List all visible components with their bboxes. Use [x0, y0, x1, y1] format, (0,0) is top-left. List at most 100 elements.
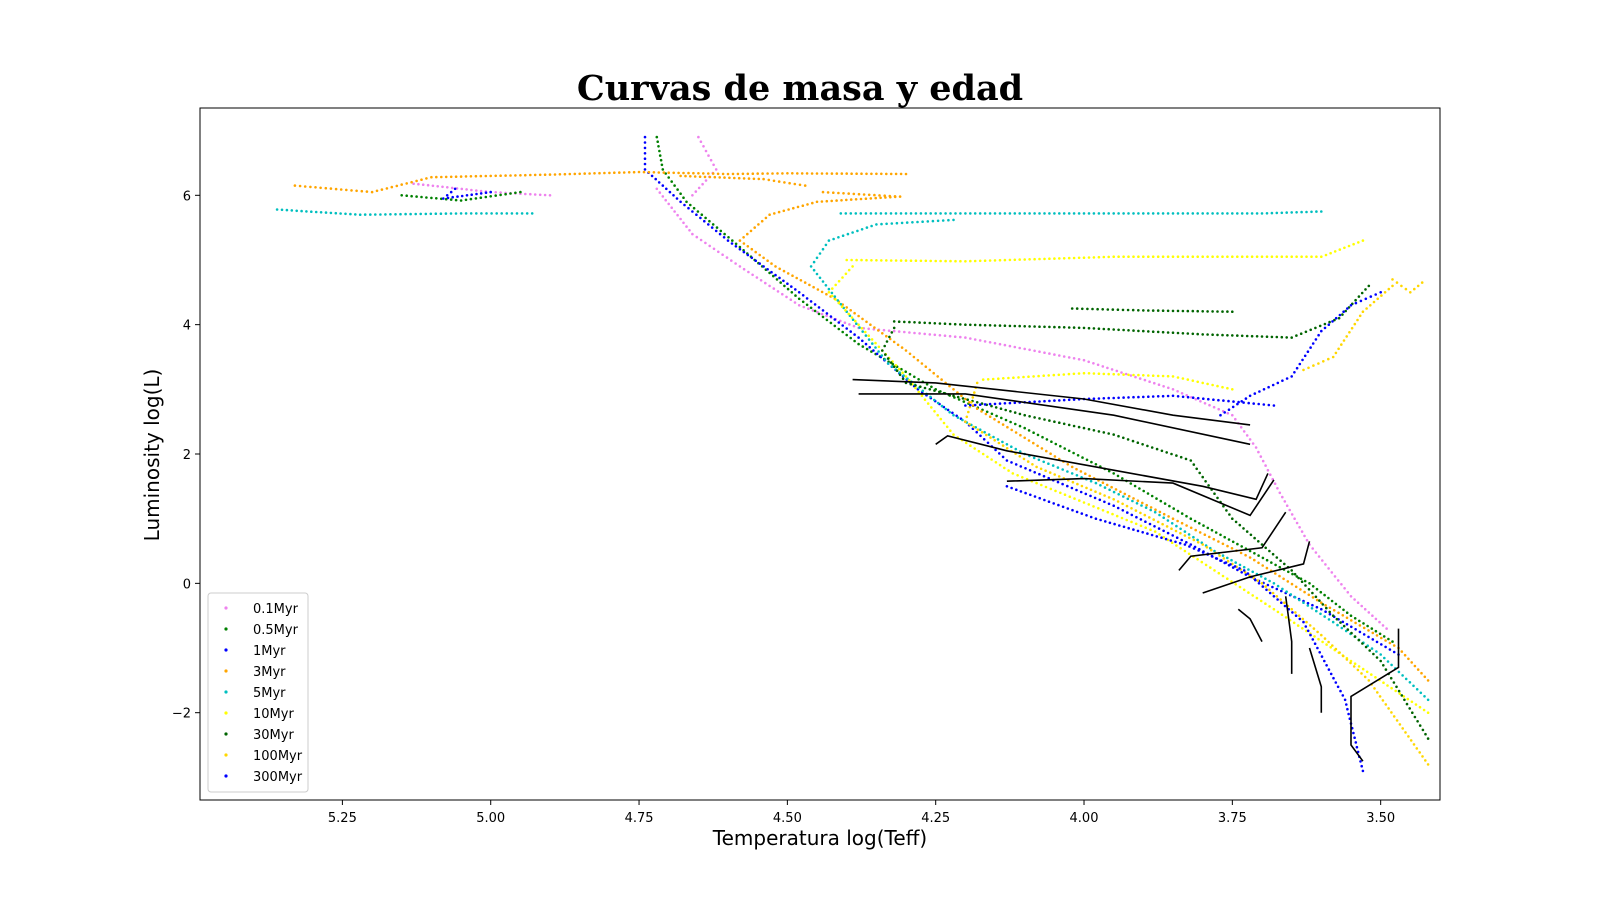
data-point: [1285, 255, 1288, 258]
data-point: [1087, 212, 1091, 215]
data-point: [968, 401, 971, 404]
data-point: [976, 428, 980, 432]
data-point: [1038, 417, 1041, 420]
data-point: [952, 433, 955, 436]
data-point: [1231, 212, 1234, 215]
data-point: [1345, 703, 1348, 706]
data-point: [985, 433, 988, 437]
data-point: [1112, 433, 1115, 436]
data-point: [746, 172, 750, 176]
data-point: [1324, 563, 1327, 566]
data-point: [788, 181, 791, 185]
data-point: [1137, 395, 1140, 399]
data-point: [864, 330, 867, 334]
data-point: [1329, 646, 1332, 649]
data-point: [365, 190, 369, 193]
data-point: [1006, 425, 1009, 429]
data-point: [1170, 452, 1173, 456]
data-point: [917, 378, 920, 381]
data-point: [1072, 424, 1076, 428]
data-point: [1023, 212, 1026, 215]
data-point: [1112, 372, 1115, 376]
data-point: [1080, 512, 1084, 515]
data-point: [1005, 485, 1009, 488]
data-point: [697, 186, 701, 190]
data-point: [1296, 624, 1300, 627]
data-point: [768, 213, 771, 216]
data-point: [1342, 339, 1346, 342]
data-point: [1018, 424, 1022, 428]
data-point: [1026, 460, 1030, 463]
data-point: [1290, 569, 1293, 572]
data-point: [1058, 212, 1061, 215]
data-point: [1376, 297, 1379, 301]
data-point: [752, 177, 756, 181]
data-point: [1265, 566, 1269, 570]
data-point: [1264, 546, 1267, 550]
data-point: [1348, 331, 1351, 334]
data-point: [1058, 354, 1061, 357]
data-point: [1234, 520, 1238, 524]
data-point: [1028, 348, 1031, 352]
data-point: [1240, 212, 1244, 215]
data-point: [1037, 374, 1040, 378]
data-point: [1014, 431, 1018, 434]
data-point: [1333, 575, 1337, 578]
data-point: [1342, 624, 1346, 628]
data-point: [1019, 490, 1023, 493]
data-point: [949, 212, 952, 215]
data-point: [1157, 383, 1161, 387]
data-point: [1294, 611, 1297, 614]
data-point: [1112, 504, 1115, 508]
data-point: [1008, 344, 1012, 348]
data-point: [420, 195, 423, 199]
data-point: [1192, 535, 1195, 539]
data-point: [892, 320, 896, 323]
data-point: [776, 290, 780, 293]
data-point: [1318, 324, 1322, 328]
data-point: [449, 175, 453, 179]
data-point: [908, 331, 911, 334]
data-point: [1415, 747, 1419, 750]
data-point: [1171, 534, 1174, 537]
data-point: [973, 391, 976, 394]
data-point: [850, 316, 854, 319]
data-point: [849, 212, 853, 215]
data-point: [1113, 522, 1116, 526]
data-point: [1135, 502, 1139, 505]
data-point: [796, 205, 800, 209]
data-point: [1295, 211, 1298, 214]
data-point: [295, 209, 299, 213]
data-point: [899, 172, 903, 176]
data-point: [1078, 499, 1081, 502]
data-point: [1071, 508, 1074, 512]
data-point: [1349, 661, 1352, 665]
data-point: [1356, 601, 1360, 604]
data-point: [967, 410, 970, 414]
data-point: [475, 212, 478, 215]
mass-curve: [1178, 511, 1287, 571]
data-point: [1181, 255, 1185, 258]
data-point: [1219, 533, 1222, 537]
data-point: [1363, 607, 1367, 611]
data-point: [1230, 580, 1233, 583]
data-point: [1308, 582, 1311, 585]
data-point: [1310, 607, 1314, 610]
data-point: [688, 229, 691, 232]
data-point: [1166, 331, 1170, 334]
data-point: [795, 276, 798, 280]
data-point: [1268, 579, 1271, 583]
data-point: [1253, 552, 1256, 555]
data-point: [1370, 647, 1374, 650]
data-point: [1335, 617, 1339, 621]
data-point: [905, 221, 909, 224]
data-point: [779, 281, 782, 284]
data-point: [1132, 497, 1135, 500]
data-point: [904, 259, 908, 262]
data-point: [665, 187, 668, 191]
data-point: [1016, 474, 1019, 477]
data-point: [1021, 476, 1024, 479]
data-point: [1368, 649, 1371, 652]
data-point: [390, 185, 394, 189]
data-point: [355, 189, 358, 193]
